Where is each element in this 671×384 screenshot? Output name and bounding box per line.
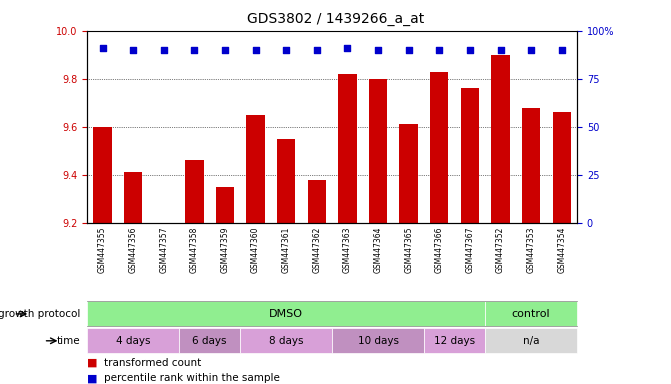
Text: n/a: n/a (523, 336, 539, 346)
Text: GSM447361: GSM447361 (282, 227, 291, 273)
Point (189, 47, 200, 53)
Bar (430, 71, 448, 223)
Text: GSM447363: GSM447363 (343, 227, 352, 273)
Text: 8 days: 8 days (269, 336, 303, 346)
Bar (491, 55, 510, 223)
Text: ■: ■ (87, 358, 98, 368)
Bar (307, 180, 326, 223)
Point (464, 47, 475, 53)
Point (556, 47, 567, 53)
Text: GSM447353: GSM447353 (527, 227, 535, 273)
Text: DMSO: DMSO (269, 309, 303, 319)
Point (158, 47, 169, 53)
Text: GSM447364: GSM447364 (374, 227, 382, 273)
Point (219, 47, 230, 53)
Text: GSM447355: GSM447355 (98, 227, 107, 273)
Text: GSM447365: GSM447365 (404, 227, 413, 273)
Point (526, 47, 537, 53)
Bar (552, 113, 571, 223)
Bar (369, 79, 387, 223)
Text: 4 days: 4 days (116, 336, 150, 346)
Point (372, 47, 383, 53)
Point (281, 47, 292, 53)
Text: GSM447362: GSM447362 (312, 227, 321, 273)
Bar (124, 172, 142, 223)
Text: growth protocol: growth protocol (0, 309, 81, 319)
Text: percentile rank within the sample: percentile rank within the sample (104, 373, 280, 383)
Bar (522, 108, 540, 223)
Point (127, 47, 138, 53)
Bar (93, 127, 111, 223)
Text: ■: ■ (87, 373, 98, 383)
Text: GSM447366: GSM447366 (435, 227, 444, 273)
Point (311, 47, 322, 53)
Text: GSM447354: GSM447354 (557, 227, 566, 273)
Text: control: control (512, 309, 550, 319)
Text: 10 days: 10 days (358, 336, 399, 346)
Text: GSM447357: GSM447357 (159, 227, 168, 273)
Bar (216, 187, 234, 223)
Text: GSM447359: GSM447359 (221, 227, 229, 273)
Text: GSM447358: GSM447358 (190, 227, 199, 273)
Text: GSM447367: GSM447367 (466, 227, 474, 273)
Point (342, 45, 353, 51)
Point (97, 45, 108, 51)
Point (495, 47, 506, 53)
Bar (185, 161, 203, 223)
Bar (399, 124, 418, 223)
Text: GDS3802 / 1439266_a_at: GDS3802 / 1439266_a_at (247, 12, 424, 25)
Text: 6 days: 6 days (193, 336, 227, 346)
Point (434, 47, 445, 53)
Bar (246, 115, 265, 223)
Bar (461, 88, 479, 223)
Bar (338, 74, 357, 223)
Text: GSM447352: GSM447352 (496, 227, 505, 273)
Point (250, 47, 261, 53)
Point (403, 47, 414, 53)
Text: GSM447360: GSM447360 (251, 227, 260, 273)
Text: transformed count: transformed count (104, 358, 201, 368)
Text: time: time (57, 336, 81, 346)
Text: 12 days: 12 days (434, 336, 475, 346)
Bar (277, 139, 295, 223)
Text: GSM447356: GSM447356 (129, 227, 138, 273)
